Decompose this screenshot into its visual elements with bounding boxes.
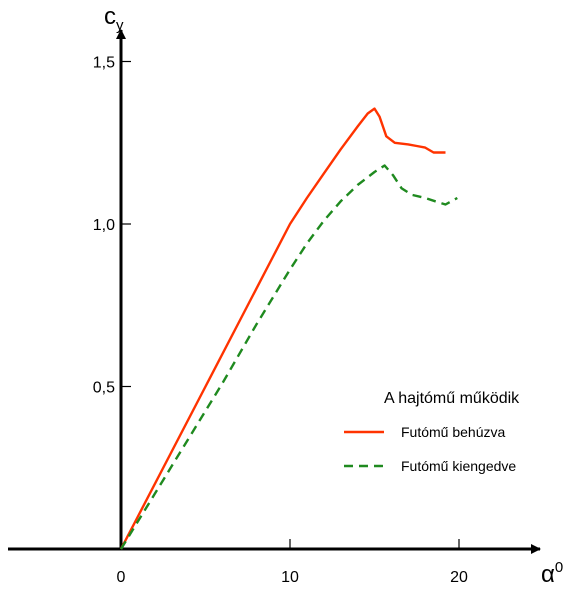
x-tick-label: 10 [281,569,299,586]
x-axis-title: α0 [541,559,563,588]
x-tick-label: 20 [450,569,468,586]
series-line-2 [119,164,458,550]
legend-label-1: Futómű behúzva [401,424,505,440]
x-axis-title-main: α [541,561,555,588]
y-axis-title-main: c [104,3,116,30]
y-axis-title-sub: y [116,17,124,34]
y-tick-label: 0,5 [93,380,115,397]
x-axis-title-sup: 0 [555,559,563,576]
legend-label-2: Futómű kiengedve [401,458,516,474]
legend-heading: A hajtómű működik [384,390,520,407]
x-tick-label: 0 [117,569,126,586]
y-tick-label: 1,0 [93,217,115,234]
series-line-1 [119,107,446,550]
y-tick-label: 1,5 [93,55,115,72]
y-axis-title: cy [104,3,124,34]
